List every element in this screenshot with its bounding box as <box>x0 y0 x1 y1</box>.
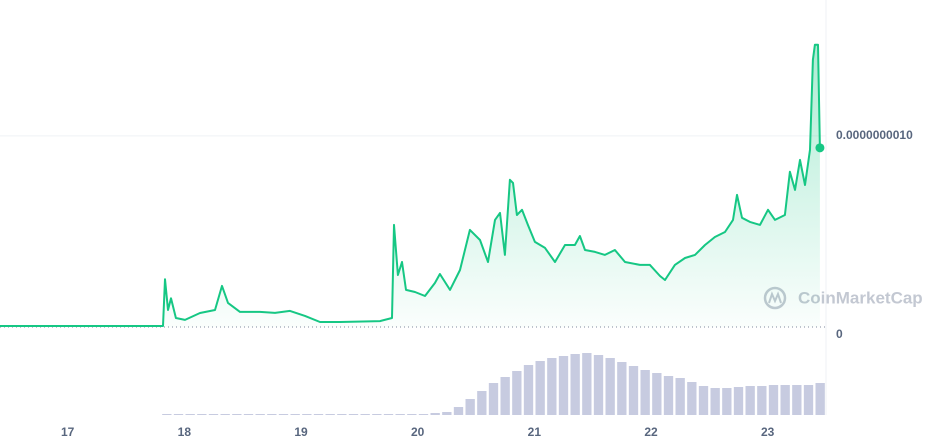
volume-bar <box>267 414 277 415</box>
volume-bar <box>733 387 744 415</box>
y-tick-label: 0.0000000010 <box>836 128 913 142</box>
volume-bar <box>593 355 604 415</box>
volume-bar <box>360 414 370 415</box>
volume-bar <box>523 365 534 415</box>
volume-bar <box>477 391 487 415</box>
volume-bar <box>570 354 580 415</box>
volume-bar <box>465 399 475 415</box>
volume-bar <box>220 414 230 415</box>
x-tick-label: 20 <box>411 425 425 439</box>
volume-bar <box>535 361 545 415</box>
volume-bar <box>547 358 557 415</box>
volume-bar <box>617 362 627 415</box>
volume-bar <box>640 370 650 415</box>
volume-bar <box>558 356 569 415</box>
volume-bar <box>255 414 265 415</box>
volume-bar <box>348 414 359 415</box>
volume-bar <box>605 358 615 415</box>
volume-bar <box>675 378 685 415</box>
volume-bar <box>290 414 300 415</box>
volume-bar <box>418 414 429 415</box>
volume-bar <box>780 385 790 415</box>
volume-bar <box>792 385 802 415</box>
volume-bar <box>407 414 417 415</box>
watermark: CoinMarketCap <box>798 288 923 307</box>
x-tick-label: 21 <box>528 425 542 439</box>
volume-bar <box>232 414 242 415</box>
volume-bar <box>325 414 335 415</box>
price-area <box>0 44 820 328</box>
volume-bar <box>243 414 254 415</box>
volume-bar <box>197 414 207 415</box>
x-tick-label: 19 <box>294 425 308 439</box>
volume-bar <box>722 388 732 415</box>
x-tick-label: 17 <box>61 425 75 439</box>
volume-bar <box>663 376 674 415</box>
volume-bar <box>383 414 394 415</box>
y-tick-label: 0 <box>836 327 843 341</box>
volume-bar <box>442 412 452 415</box>
x-tick-label: 18 <box>178 425 192 439</box>
volume-bar <box>372 414 382 415</box>
volume-bar <box>652 373 662 415</box>
volume-bar <box>162 414 172 415</box>
volume-bar <box>815 383 825 415</box>
current-price-dot <box>815 143 825 153</box>
volume-bar <box>628 366 639 415</box>
price-line <box>0 43 821 327</box>
volume-bar <box>173 414 184 415</box>
volume-bar <box>453 407 464 415</box>
volume-bar <box>185 414 195 415</box>
volume-bar <box>582 353 592 415</box>
volume-bar <box>768 385 779 415</box>
volume-bar <box>278 414 289 415</box>
volume-bar <box>500 377 510 415</box>
volume-bar <box>430 413 440 415</box>
x-tick-label: 22 <box>644 425 658 439</box>
volume-bar <box>302 414 312 415</box>
volume-bar <box>745 386 755 415</box>
volume-bar <box>757 386 767 415</box>
volume-bar <box>687 382 697 415</box>
volume-bar <box>512 371 522 415</box>
volume-bar <box>803 385 814 415</box>
volume-bar <box>337 414 347 415</box>
volume-bar <box>488 383 499 415</box>
volume-bar <box>698 386 709 415</box>
volume-bar <box>395 414 405 415</box>
volume-bar <box>313 414 324 415</box>
volume-bar <box>208 414 219 415</box>
volume-bar <box>710 388 720 415</box>
x-tick-label: 23 <box>761 425 775 439</box>
